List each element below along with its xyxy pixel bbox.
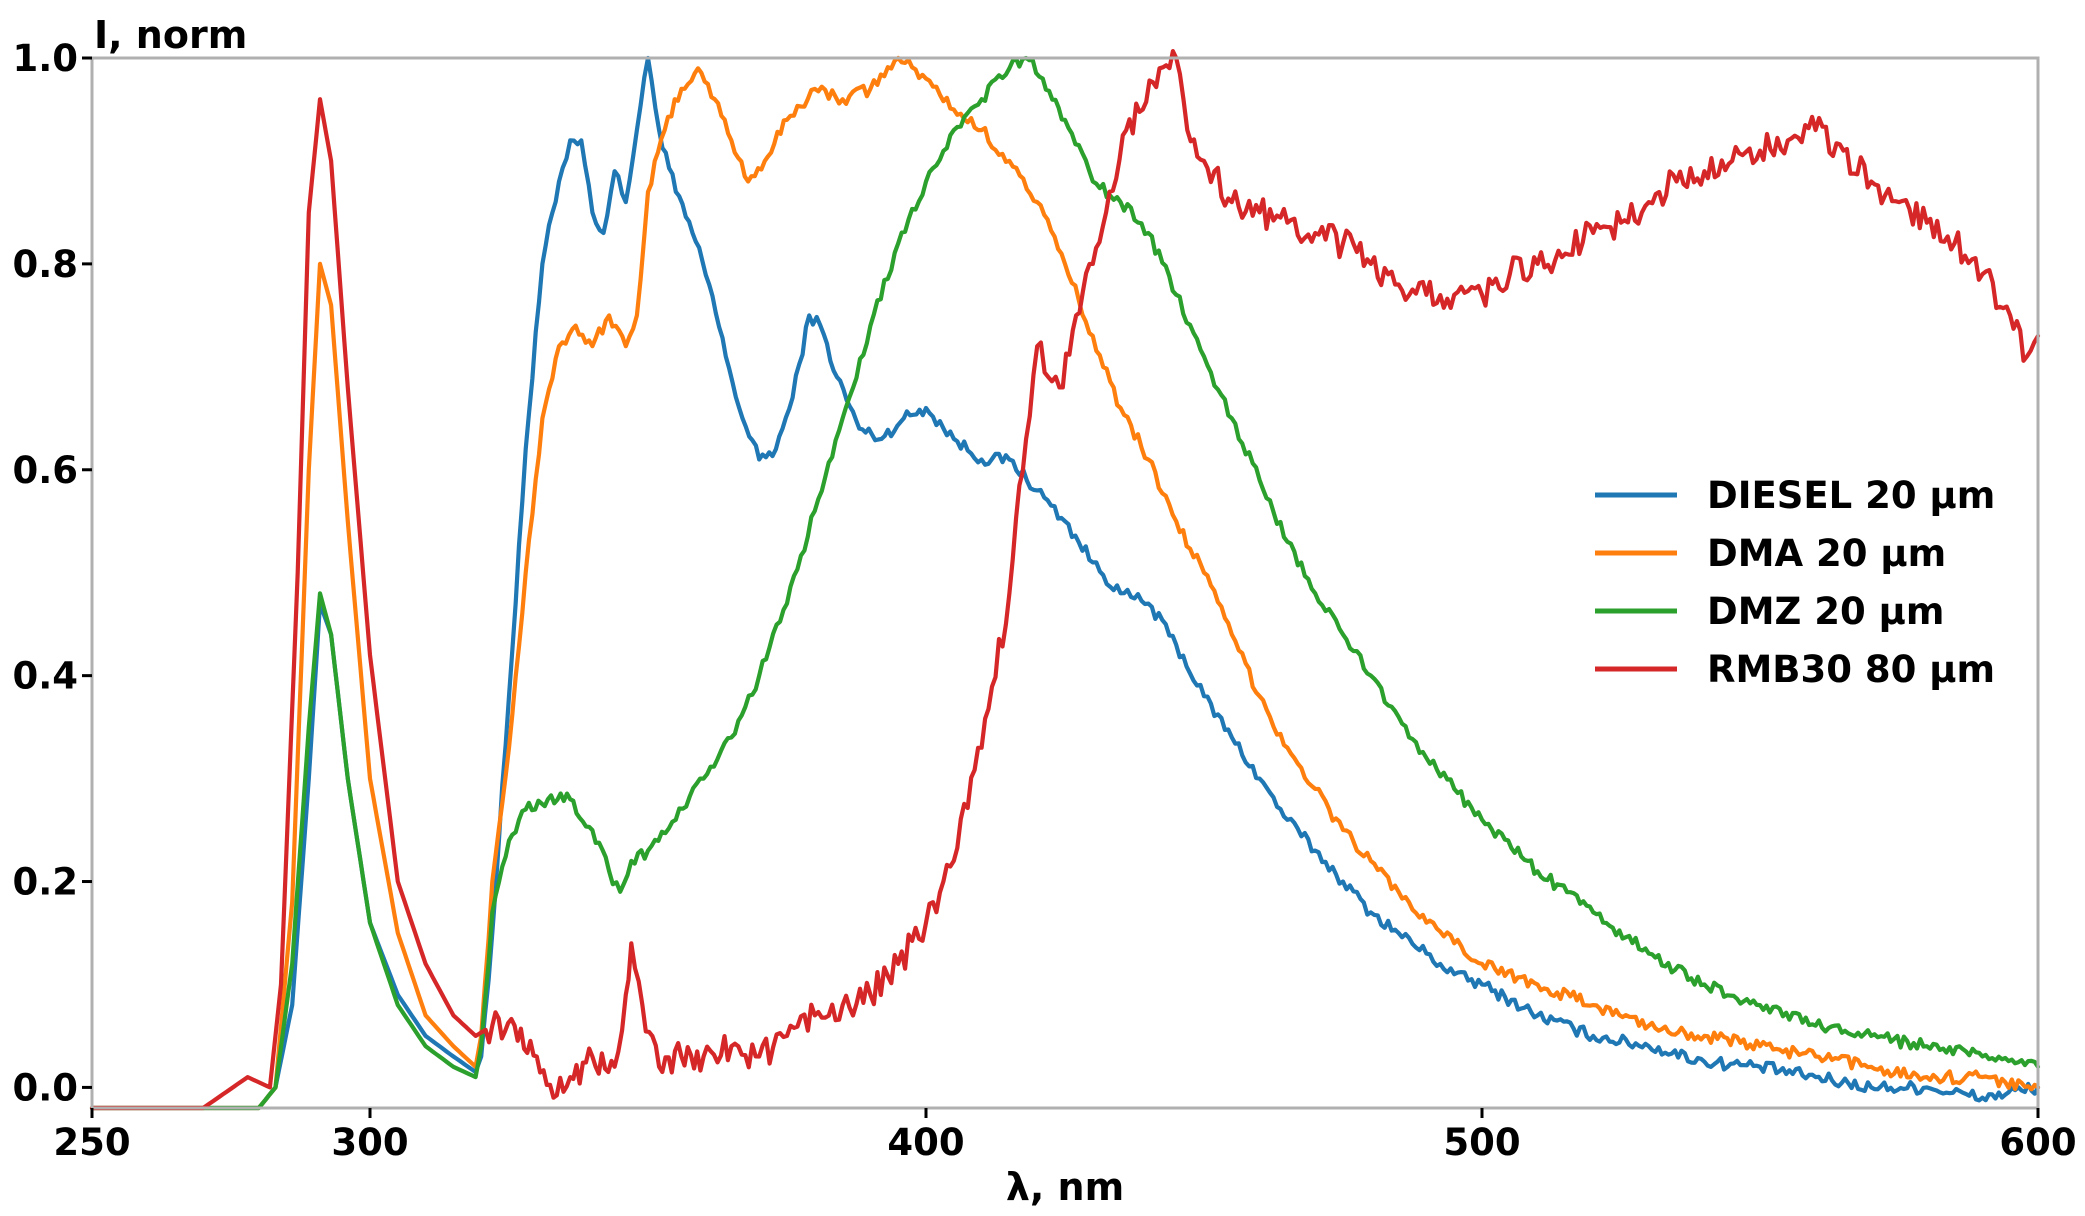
series-line-4: [89, 49, 2041, 1111]
y-tick-label: 0.4: [12, 655, 78, 698]
y-axis-label: I, norm: [94, 13, 247, 57]
y-tick-label: 0.0: [12, 1066, 78, 1109]
x-axis-label: λ, nm: [1006, 1165, 1124, 1209]
legend: DIESEL 20 μm DMA 20 μm DMZ 20 μm RMB30 80 μ…: [1595, 474, 1995, 691]
tick-layer: 250 300 400 500 600 0.0 0.2 0.4 0.6 0.8 1.0: [12, 37, 2076, 1164]
legend-label-2: DMA 20 μm: [1707, 532, 1946, 575]
x-tick-label: 250: [53, 1121, 130, 1164]
y-tick-label: 0.6: [12, 449, 78, 492]
series-line-3: [89, 55, 2041, 1111]
y-tick-label: 0.8: [12, 243, 78, 286]
x-tick-label: 500: [1443, 1121, 1520, 1164]
x-tick-label: 300: [331, 1121, 408, 1164]
series-layer: [89, 49, 2041, 1111]
y-tick-label: 1.0: [12, 37, 78, 80]
x-tick-label: 400: [887, 1121, 964, 1164]
legend-label-4: RMB30 80 μm: [1707, 648, 1995, 691]
plot-frame: [90, 56, 2040, 1110]
y-tick-label: 0.2: [12, 861, 78, 904]
series-line-1: [89, 55, 2041, 1111]
legend-label-3: DMZ 20 μm: [1707, 590, 1944, 633]
legend-label-1: DIESEL 20 μm: [1707, 474, 1995, 517]
series-line-2: [89, 55, 2041, 1111]
x-tick-label: 600: [1999, 1121, 2076, 1164]
